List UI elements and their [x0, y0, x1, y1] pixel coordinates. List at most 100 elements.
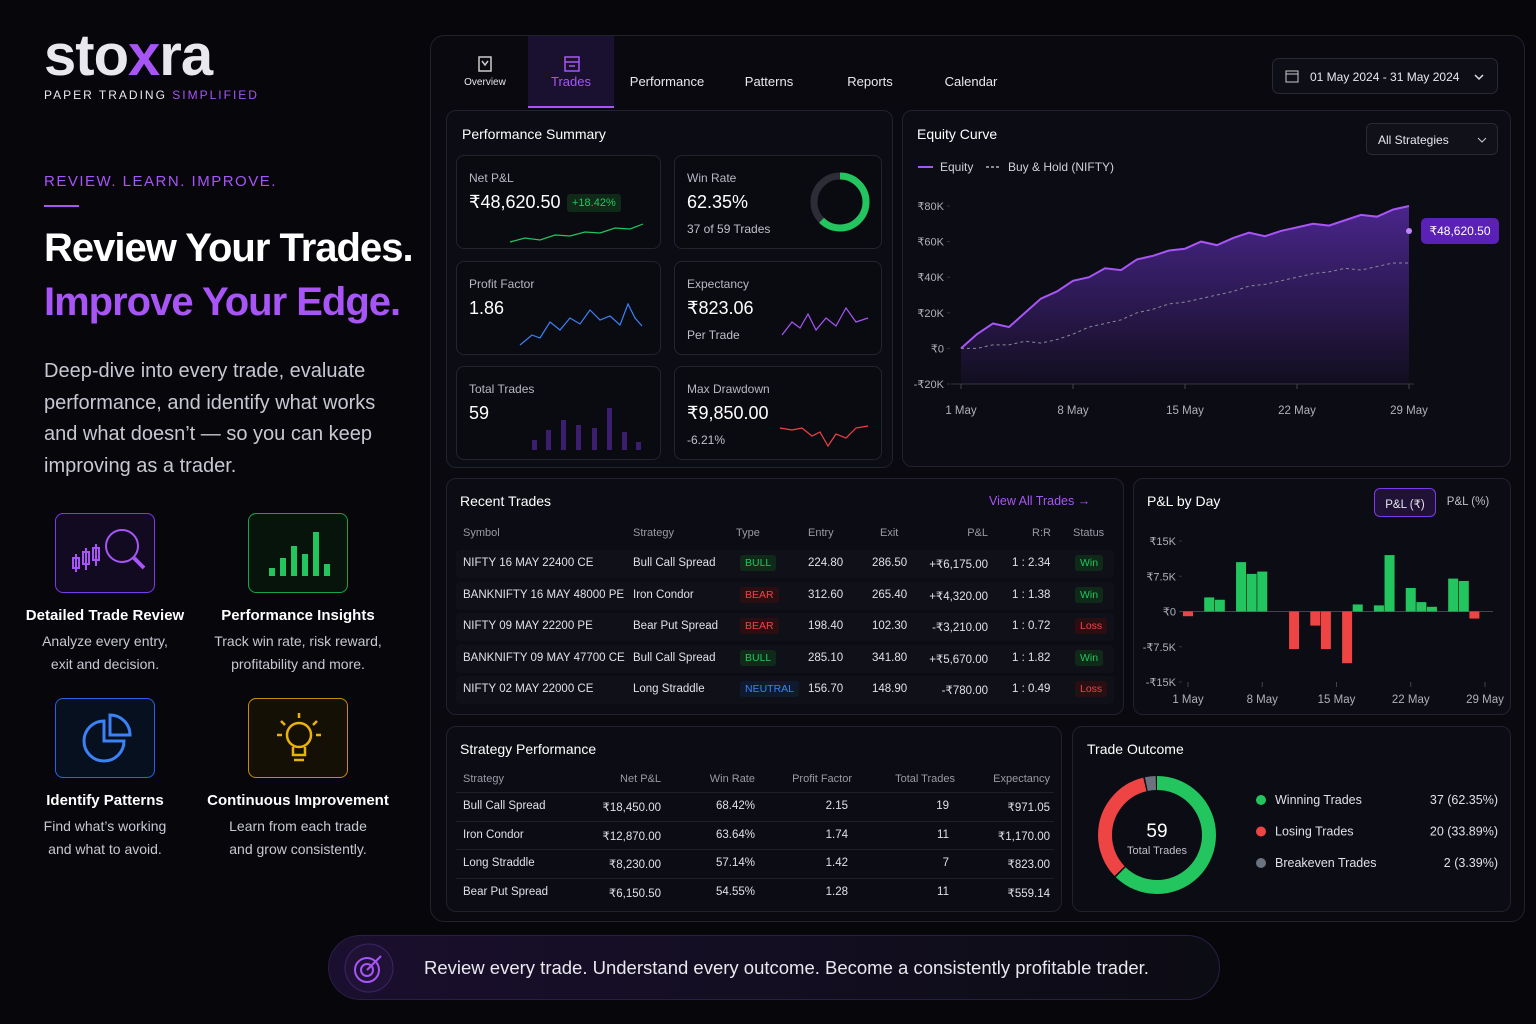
value-label: 37 (62.35%) — [1430, 793, 1498, 807]
bar — [1257, 571, 1268, 612]
line: and what to avoid. — [48, 841, 162, 857]
column-header: P&L — [967, 527, 988, 539]
table-cell: NIFTY 02 MAY 22000 CE — [463, 683, 594, 695]
table-cell: 102.30 — [872, 620, 908, 632]
table-cell: -₹3,210.00 — [932, 622, 988, 634]
tab[interactable]: Trades — [551, 74, 591, 89]
column-header: Total Trades — [895, 773, 955, 785]
type-badge: BEAR — [740, 618, 779, 634]
center-label: Total Trades — [1127, 845, 1187, 857]
bar — [1214, 599, 1225, 612]
winrate-ring — [810, 172, 870, 232]
chevron — [1477, 137, 1487, 143]
legend-dot — [1256, 795, 1266, 805]
table-cell: 265.40 — [872, 588, 908, 601]
feature-text: Find what’s working and what to avoid. — [5, 815, 205, 861]
feature-text: Learn from each trade and grow consistent… — [198, 815, 398, 861]
column-header: Profit Factor — [792, 773, 852, 785]
calendar-icon — [1285, 70, 1299, 83]
row-divider — [456, 792, 1054, 793]
table-cell: NIFTY 09 MAY 22200 PE — [463, 620, 593, 632]
stat-value: ₹48,620.50 — [469, 192, 561, 212]
stat-card: Win Rate 62.35% 37 of 59 Trades — [674, 155, 882, 249]
column-header: R:R — [1032, 527, 1051, 539]
table-cell: 286.50 — [872, 557, 908, 569]
icon-patterns — [55, 698, 155, 778]
donut-segment — [1098, 776, 1216, 894]
bar — [1416, 602, 1427, 612]
x-tick-label: 29 May — [1466, 694, 1504, 706]
table-cell: 198.40 — [808, 620, 844, 632]
sparkline — [509, 223, 644, 243]
sparkline — [519, 302, 643, 346]
table-cell: 2.15 — [825, 800, 848, 812]
x-tick-label: 1 May — [1172, 694, 1204, 706]
tab[interactable]: Patterns — [744, 74, 794, 89]
table-cell: Iron Condor — [463, 828, 524, 841]
bar — [1236, 562, 1247, 612]
table-cell: 148.90 — [872, 683, 908, 695]
bar — [1458, 580, 1469, 612]
table-cell: 54.55% — [715, 886, 755, 899]
bar — [1405, 588, 1416, 612]
y-tick-label: ₹0 — [931, 343, 944, 355]
active-tab-bg — [528, 36, 614, 108]
panel-title: Recent Trades — [460, 493, 552, 509]
table-cell: Bull Call Spread — [633, 557, 716, 569]
tab[interactable]: Performance — [629, 74, 705, 89]
tab[interactable]: Calendar — [944, 74, 998, 89]
x-tick-label: 8 May — [1247, 694, 1279, 706]
column-header: Strategy — [633, 527, 674, 539]
row-bg — [456, 550, 1114, 578]
y-tick-label: ₹15K — [1149, 536, 1176, 548]
table-cell: ₹18,450.00 — [602, 802, 661, 814]
y-tick-label: ₹20K — [917, 308, 944, 320]
bar — [1448, 578, 1459, 612]
y-tick-label: ₹40K — [917, 272, 944, 284]
bar — [1310, 611, 1321, 626]
bar — [1426, 606, 1437, 612]
icon — [269, 532, 330, 576]
tab[interactable]: Overview — [464, 77, 506, 88]
x-tick-label: 29 May — [1390, 405, 1428, 417]
strategy-dropdown[interactable]: All Strategies — [1366, 123, 1498, 155]
stat-value: 59 — [469, 403, 490, 423]
body-line: and what doesn’t — so you can keep — [44, 423, 372, 445]
sparkline — [779, 425, 869, 448]
toggle[interactable]: P&L (₹) — [1374, 488, 1436, 517]
table-cell: Long Straddle — [633, 683, 705, 695]
date-picker[interactable]: 01 May 2024 - 31 May 2024 — [1272, 58, 1498, 94]
status-badge: Loss — [1075, 681, 1108, 697]
table-cell: ₹1,170.00 — [997, 830, 1050, 843]
feature-title: Identify Patterns — [46, 792, 164, 809]
stat-card: Max Drawdown ₹9,850.00 -6.21% — [674, 366, 882, 460]
stat-sub: Per Trade — [687, 328, 740, 342]
legend-dot — [1256, 826, 1266, 837]
annotation: ₹48,620.50 — [1429, 224, 1490, 238]
footer-banner — [328, 935, 1220, 1000]
logo: stoxra — [44, 22, 213, 89]
sparklines — [509, 172, 870, 450]
tab[interactable]: Reports — [847, 74, 893, 89]
body-line: Deep-dive into every trade, evaluate — [44, 360, 366, 382]
legend-label: Buy & Hold (NIFTY) — [1008, 160, 1114, 174]
stat-value: 62.35% — [687, 192, 749, 212]
stat-label: Win Rate — [687, 171, 737, 185]
view-all-link[interactable]: View All Trades → — [989, 494, 1091, 508]
line — [961, 262, 1409, 349]
footer-text: Review every trade. Understand every out… — [424, 957, 1149, 978]
panel-title: Strategy Performance — [460, 741, 597, 757]
table-cell: Long Straddle — [463, 857, 535, 870]
table-cell: 285.10 — [808, 651, 844, 664]
table-cell: +₹5,670.00 — [929, 653, 988, 666]
table-cell: 312.60 — [808, 588, 844, 601]
headline: Review Your Trades. — [44, 226, 414, 270]
table-cell: Iron Condor — [633, 588, 694, 601]
line: Analyze every entry, — [42, 633, 168, 649]
legend-label: Breakeven Trades — [1275, 856, 1376, 870]
row-divider — [456, 820, 1054, 822]
table-cell: Bull Call Spread — [633, 651, 716, 664]
toggle[interactable]: P&L (%) — [1446, 496, 1490, 508]
y-tick-label: ₹60K — [917, 237, 944, 249]
